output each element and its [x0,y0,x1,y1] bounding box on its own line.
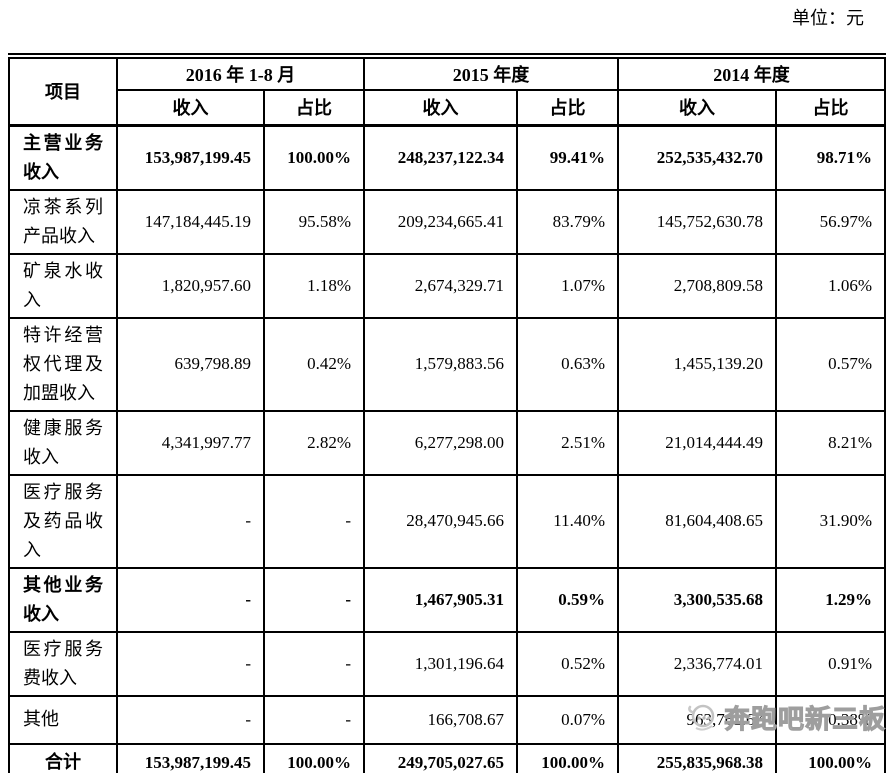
cell-ratio-2016: - [263,694,365,745]
table-row: 医疗服务及药品收入 - - 28,470,945.66 11.40% 81,60… [8,473,886,569]
table-row: 医疗服务费收入 - - 1,301,196.64 0.52% 2,336,774… [8,630,886,697]
header-item: 项目 [8,55,118,126]
cell-revenue-2014: 81,604,408.65 [617,473,777,569]
cell-ratio-2014: 100.00% [775,742,886,773]
cell-revenue-2016: 153,987,199.45 [116,742,265,773]
cell-ratio-2015: 11.40% [516,473,619,569]
cell-ratio-2014: 0.38% [775,694,886,745]
cell-revenue-2016: 147,184,445.19 [116,188,265,255]
cell-ratio-2015: 99.41% [516,124,619,191]
unit-label: 单位：元 [792,8,864,28]
cell-ratio-2016: - [263,630,365,697]
cell-ratio-2016: - [263,566,365,633]
row-item-label: 凉茶系列产品收入 [8,188,118,255]
header-ratio-2016: 占比 [263,89,365,126]
cell-revenue-2016: 153,987,199.45 [116,124,265,191]
header-ratio-2014: 占比 [775,89,886,126]
cell-revenue-2015: 6,277,298.00 [363,409,518,476]
cell-ratio-2015: 100.00% [516,742,619,773]
cell-revenue-2014: 3,300,535.68 [617,566,777,633]
table-row: 合计 153,987,199.45 100.00% 249,705,027.65… [8,742,886,773]
row-item-label: 矿泉水收入 [8,252,118,319]
table-row: 主营业务收入 153,987,199.45 100.00% 248,237,12… [8,124,886,191]
cell-ratio-2015: 2.51% [516,409,619,476]
cell-revenue-2015: 1,579,883.56 [363,316,518,412]
cell-revenue-2016: 639,798.89 [116,316,265,412]
cell-revenue-2015: 249,705,027.65 [363,742,518,773]
row-item-label: 特许经营权代理及加盟收入 [8,316,118,412]
cell-revenue-2014: 145,752,630.78 [617,188,777,255]
cell-revenue-2014: 21,014,444.49 [617,409,777,476]
cell-revenue-2014: 2,336,774.01 [617,630,777,697]
header-period-2016: 2016 年 1-8 月 [116,55,365,91]
header-revenue-2015: 收入 [363,89,518,126]
row-item-label: 合计 [8,742,118,773]
cell-revenue-2015: 1,467,905.31 [363,566,518,633]
row-item-label: 主营业务收入 [8,124,118,191]
cell-revenue-2016: - [116,473,265,569]
cell-ratio-2014: 0.91% [775,630,886,697]
table-row: 凉茶系列产品收入 147,184,445.19 95.58% 209,234,6… [8,188,886,255]
cell-ratio-2015: 0.07% [516,694,619,745]
cell-revenue-2015: 28,470,945.66 [363,473,518,569]
header-period-2015: 2015 年度 [363,55,619,91]
cell-ratio-2016: 95.58% [263,188,365,255]
cell-ratio-2015: 1.07% [516,252,619,319]
cell-ratio-2014: 8.21% [775,409,886,476]
header-period-2014: 2014 年度 [617,55,886,91]
cell-ratio-2016: 100.00% [263,742,365,773]
cell-ratio-2014: 31.90% [775,473,886,569]
table-row: 其他业务收入 - - 1,467,905.31 0.59% 3,300,535.… [8,566,886,633]
cell-ratio-2016: 0.42% [263,316,365,412]
cell-ratio-2015: 83.79% [516,188,619,255]
cell-revenue-2015: 209,234,665.41 [363,188,518,255]
cell-ratio-2014: 98.71% [775,124,886,191]
cell-ratio-2014: 1.29% [775,566,886,633]
cell-revenue-2014: 255,835,968.38 [617,742,777,773]
cell-revenue-2015: 1,301,196.64 [363,630,518,697]
row-item-label: 其他业务收入 [8,566,118,633]
cell-revenue-2014: 963,761.67 [617,694,777,745]
table-row: 矿泉水收入 1,820,957.60 1.18% 2,674,329.71 1.… [8,252,886,319]
cell-ratio-2015: 0.52% [516,630,619,697]
header-revenue-2014: 收入 [617,89,777,126]
table-row: 其他 - - 166,708.67 0.07% 963,761.67 0.38% [8,694,886,745]
cell-ratio-2015: 0.59% [516,566,619,633]
row-item-label: 医疗服务及药品收入 [8,473,118,569]
row-item-label: 健康服务收入 [8,409,118,476]
cell-ratio-2016: 100.00% [263,124,365,191]
cell-revenue-2014: 252,535,432.70 [617,124,777,191]
cell-ratio-2016: 1.18% [263,252,365,319]
table-row: 健康服务收入 4,341,997.77 2.82% 6,277,298.00 2… [8,409,886,476]
header-revenue-2016: 收入 [116,89,265,126]
cell-revenue-2015: 2,674,329.71 [363,252,518,319]
revenue-breakdown-table: 项目 2016 年 1-8 月 2015 年度 2014 年度 收入 占比 收入… [8,53,886,773]
cell-revenue-2014: 1,455,139.20 [617,316,777,412]
cell-revenue-2016: - [116,630,265,697]
cell-ratio-2014: 56.97% [775,188,886,255]
cell-revenue-2015: 248,237,122.34 [363,124,518,191]
row-item-label: 其他 [8,694,118,745]
cell-revenue-2016: 1,820,957.60 [116,252,265,319]
cell-ratio-2014: 0.57% [775,316,886,412]
cell-revenue-2016: - [116,566,265,633]
cell-revenue-2016: 4,341,997.77 [116,409,265,476]
cell-ratio-2016: - [263,473,365,569]
cell-revenue-2015: 166,708.67 [363,694,518,745]
cell-ratio-2014: 1.06% [775,252,886,319]
cell-ratio-2016: 2.82% [263,409,365,476]
cell-revenue-2014: 2,708,809.58 [617,252,777,319]
header-ratio-2015: 占比 [516,89,619,126]
row-item-label: 医疗服务费收入 [8,630,118,697]
table-row: 特许经营权代理及加盟收入 639,798.89 0.42% 1,579,883.… [8,316,886,412]
cell-ratio-2015: 0.63% [516,316,619,412]
cell-revenue-2016: - [116,694,265,745]
